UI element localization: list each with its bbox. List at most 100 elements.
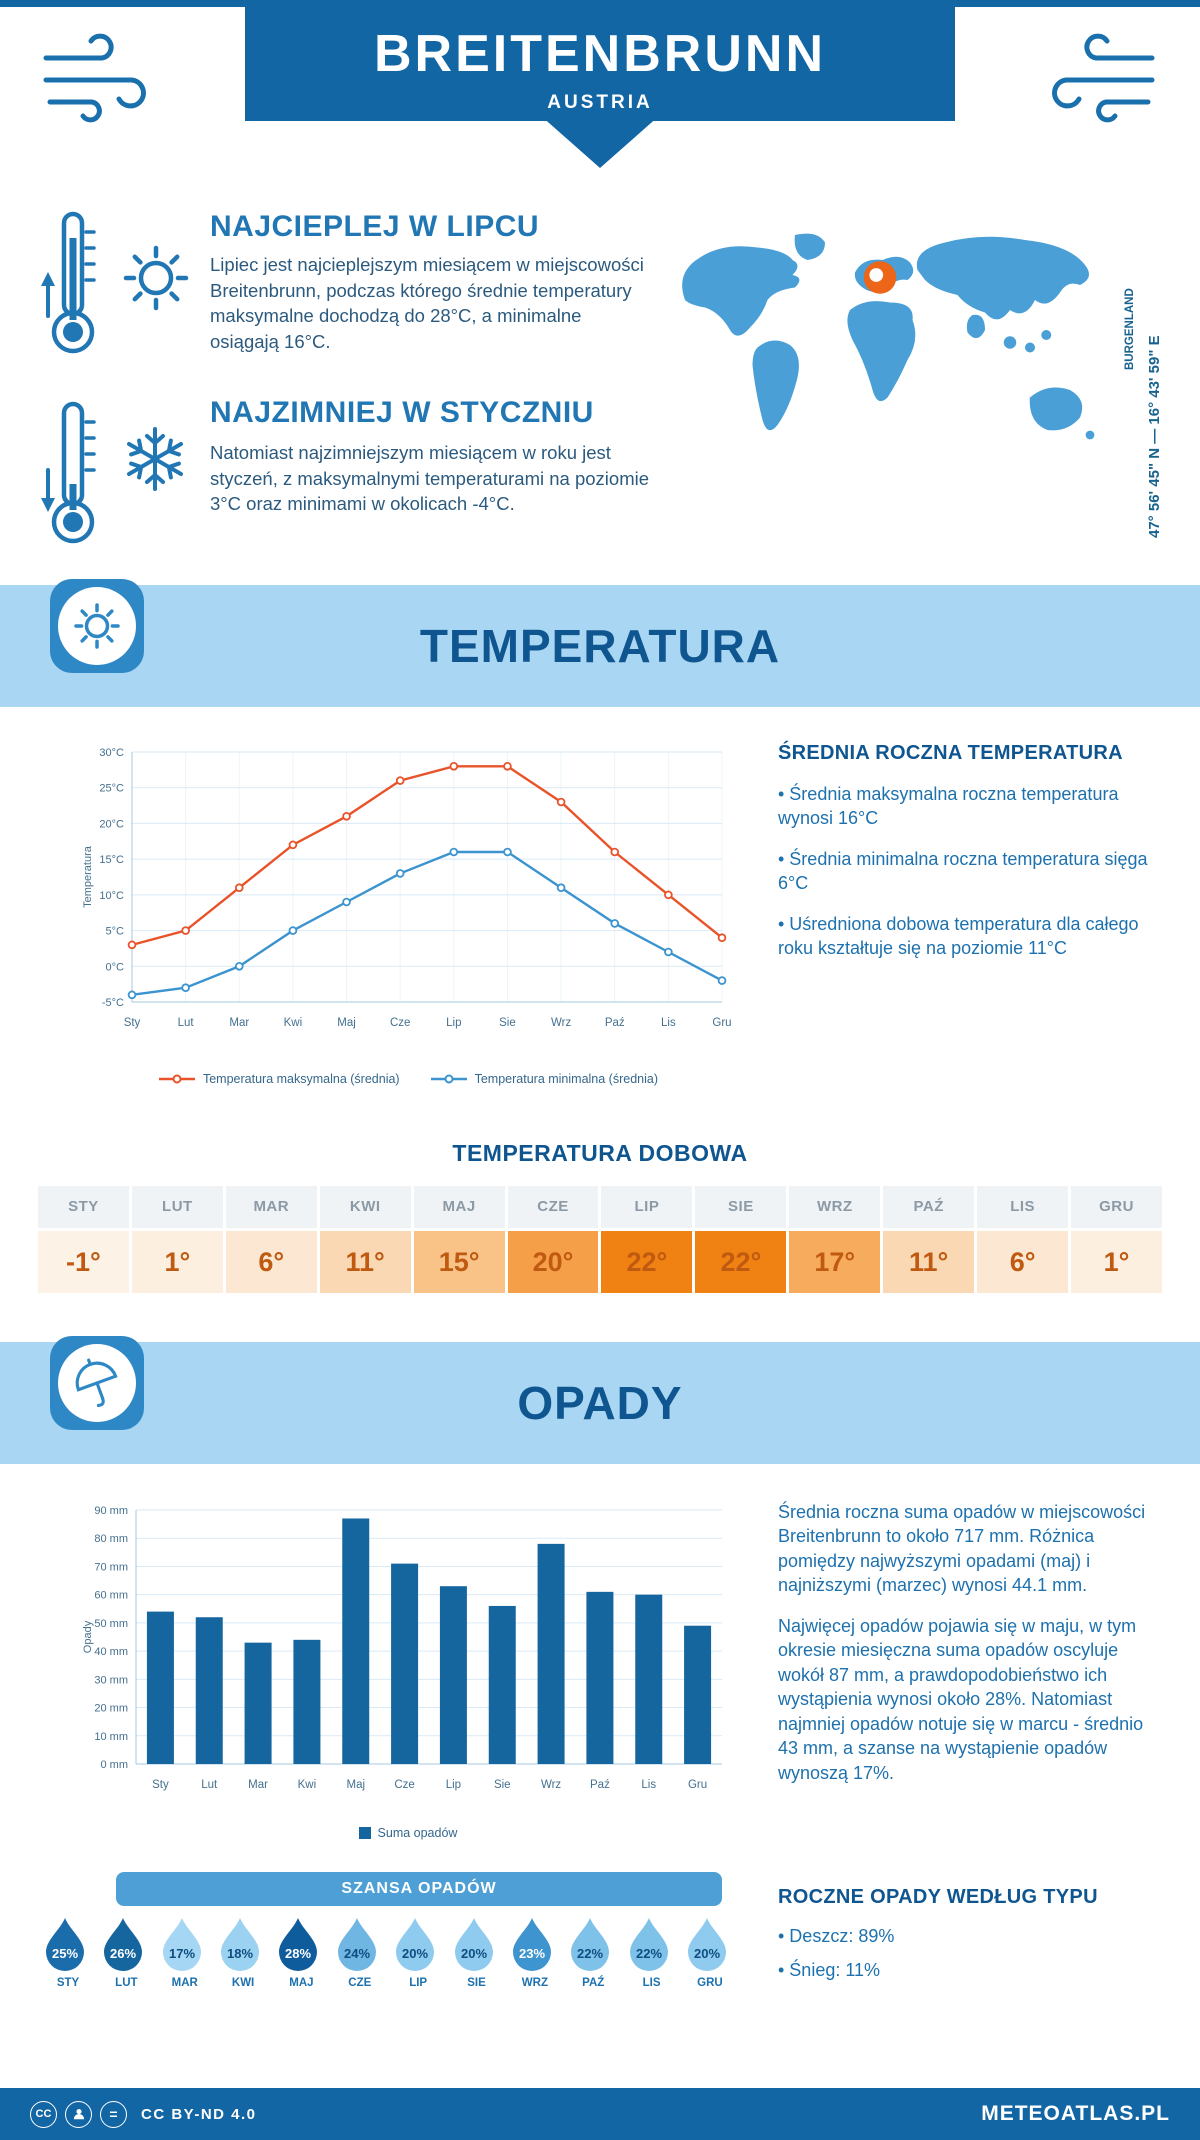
rain-chance-item: 17% MAR	[159, 1916, 211, 1989]
temperature-chart: Sty Lut Mar Kwi Maj Cze Lip Sie Wrz Paź Lis Gru -5°C…	[78, 738, 738, 1046]
rain-chance-item: 22% PAŹ	[567, 1916, 619, 1989]
precip-type-list: • Deszcz: 89% • Śnieg: 11%	[778, 1924, 1168, 1999]
daily-table-month: CZE	[507, 1186, 599, 1228]
legend-min-marker-icon	[430, 1074, 467, 1084]
daily-table-month: MAJ	[413, 1186, 505, 1228]
precipitation-summary: Średnia roczna suma opadów w miejscowośc…	[778, 1500, 1168, 1801]
rain-chance-month: LIS	[642, 1977, 661, 1989]
droplet-icon: 18%	[221, 1918, 260, 1972]
legend-bar-marker-icon	[358, 1827, 371, 1839]
svg-text:Lip: Lip	[446, 1779, 461, 1791]
svg-text:25°C: 25°C	[99, 783, 124, 795]
svg-text:23%: 23%	[519, 1946, 545, 1961]
daily-table-value: 1°	[131, 1231, 223, 1293]
droplet-icon: 26%	[104, 1918, 143, 1972]
temperature-summary: • Średnia maksymalna roczna temperatura …	[778, 782, 1168, 977]
temperature-bullet: • Uśredniona dobowa temperatura dla całe…	[778, 913, 1139, 959]
droplet-icon: 23%	[512, 1918, 551, 1972]
precipitation-badge	[50, 1336, 144, 1430]
daily-table-value: 6°	[225, 1231, 317, 1293]
svg-text:15°C: 15°C	[99, 854, 124, 866]
svg-text:22%: 22%	[577, 1946, 603, 1961]
brand-link[interactable]: METEOATLAS.PL	[981, 2102, 1170, 2125]
license-icons[interactable]: CC =	[30, 2100, 127, 2128]
rain-chance-item: 22% LIS	[626, 1916, 678, 1989]
svg-text:28%: 28%	[285, 1946, 311, 1961]
rain-chance-item: 26% LUT	[100, 1916, 152, 1989]
svg-text:30°C: 30°C	[99, 747, 124, 759]
daily-table-value: 22°	[695, 1231, 787, 1293]
svg-text:Lut: Lut	[178, 1017, 195, 1029]
coordinates-text: 47° 56' 45" N — 16° 43' 59" E	[1146, 335, 1163, 538]
daily-table-month: WRZ	[789, 1186, 881, 1228]
daily-table-month: LIP	[601, 1186, 693, 1228]
svg-text:Sty: Sty	[152, 1779, 169, 1791]
svg-text:80 mm: 80 mm	[94, 1533, 128, 1545]
daily-table-month: MAR	[225, 1186, 317, 1228]
precipitation-banner-title: OPADY	[517, 1377, 683, 1429]
page-title: BREITENBRUNN	[374, 25, 826, 83]
svg-text:30 mm: 30 mm	[94, 1674, 128, 1686]
legend-max-label: Temperatura maksymalna (średnia)	[202, 1072, 400, 1086]
snowflake-icon	[120, 424, 190, 494]
sun-icon	[116, 238, 196, 318]
daily-table-value: 1°	[1071, 1231, 1162, 1293]
precipitation-paragraph: Średnia roczna suma opadów w miejscowośc…	[778, 1502, 1146, 1596]
daily-table-month: PAŹ	[883, 1186, 975, 1228]
svg-text:Paź: Paź	[590, 1779, 610, 1791]
temperature-banner: TEMPERATURA	[0, 579, 1200, 707]
rain-chance-month: KWI	[231, 1977, 255, 1989]
temperature-bullet: • Średnia minimalna roczna temperatura s…	[778, 848, 1148, 894]
svg-text:20°C: 20°C	[99, 818, 124, 830]
svg-text:Kwi: Kwi	[284, 1017, 303, 1029]
svg-text:25%: 25%	[52, 1946, 78, 1961]
rain-chance-month: PAŹ	[582, 1977, 605, 1989]
rain-chance-month: LUT	[115, 1977, 138, 1989]
rain-chance-month: CZE	[348, 1977, 372, 1989]
daily-table-value: 15°	[413, 1231, 505, 1293]
header-ribbon: BREITENBRUNN AUSTRIA	[245, 0, 955, 168]
svg-text:Lut: Lut	[201, 1779, 218, 1791]
legend-item-min: Temperatura minimalna (średnia)	[430, 1072, 658, 1086]
svg-text:Lis: Lis	[641, 1779, 656, 1791]
rain-chance-item: 20% GRU	[684, 1916, 736, 1989]
daily-table-value: 20°	[507, 1231, 599, 1293]
svg-text:Sie: Sie	[494, 1779, 511, 1791]
droplet-icon: 22%	[571, 1918, 610, 1972]
svg-text:-5°C: -5°C	[102, 997, 124, 1009]
legend-item-max: Temperatura maksymalna (średnia)	[158, 1072, 400, 1086]
droplet-icon: 24%	[337, 1918, 376, 1972]
svg-text:18%: 18%	[227, 1946, 253, 1961]
svg-text:Paź: Paź	[605, 1017, 625, 1029]
rain-chance-month: GRU	[697, 1977, 723, 1989]
svg-text:Opady: Opady	[82, 1620, 94, 1653]
daily-table-value: 11°	[319, 1231, 411, 1293]
legend-item-sum: Suma opadów	[358, 1826, 457, 1840]
rain-chance-month: SIE	[467, 1977, 486, 1989]
droplet-icon: 20%	[454, 1918, 493, 1972]
daily-table-value: 11°	[883, 1231, 975, 1293]
svg-text:Cze: Cze	[390, 1017, 410, 1029]
rain-chance-month: MAR	[171, 1977, 198, 1989]
precipitation-chart-legend: Suma opadów	[78, 1826, 738, 1840]
svg-text:90 mm: 90 mm	[94, 1505, 128, 1517]
droplet-icon: 25%	[45, 1918, 84, 1972]
person-icon	[65, 2100, 92, 2128]
svg-text:Sie: Sie	[499, 1017, 516, 1029]
rain-chance-item: 23% WRZ	[509, 1916, 561, 1989]
svg-text:17%: 17%	[169, 1946, 195, 1961]
wind-icon	[1032, 28, 1162, 128]
svg-text:Lip: Lip	[446, 1017, 461, 1029]
thermometer-warm-icon	[38, 208, 108, 358]
daily-temperature-table: STY LUT MAR KWI MAJ CZE LIP SIE WRZ PAŹ LIS GRU -1° 1…	[38, 1186, 1162, 1293]
daily-table-month: SIE	[695, 1186, 787, 1228]
license-text: CC BY-ND 4.0	[141, 2105, 257, 2123]
daily-table-month: STY	[38, 1186, 129, 1228]
svg-text:10 mm: 10 mm	[94, 1731, 128, 1743]
svg-text:Sty: Sty	[124, 1017, 141, 1029]
svg-text:20 mm: 20 mm	[94, 1703, 128, 1715]
svg-text:24%: 24%	[344, 1946, 370, 1961]
svg-text:20%: 20%	[461, 1946, 487, 1961]
sun-badge-icon	[58, 587, 136, 665]
coldest-title: NAJZIMNIEJ W STYCZNIU	[210, 396, 594, 429]
